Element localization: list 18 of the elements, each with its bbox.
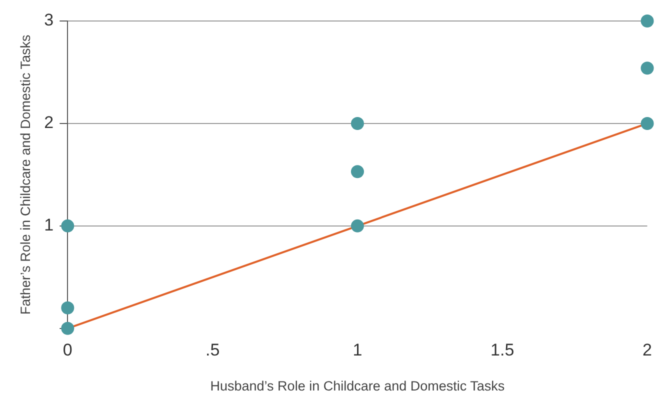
point <box>640 14 654 28</box>
point <box>640 62 654 75</box>
x-tick-label: 2 <box>642 340 652 360</box>
x-axis-title: Husband’s Role in Childcare and Domestic Tasks <box>210 378 505 394</box>
x-tick-label: 1.5 <box>490 340 514 360</box>
point <box>350 116 364 130</box>
y-axis-title: Father’s Role in Childcare and Domestic Tasks <box>18 34 33 315</box>
y-tick-label: 2 <box>44 113 54 132</box>
y-tick-label: 3 <box>44 10 54 30</box>
point <box>350 165 364 178</box>
x-tick-label: .5 <box>205 340 220 360</box>
point <box>350 219 364 232</box>
x-tick-label: 0 <box>62 340 72 360</box>
point <box>61 301 74 314</box>
x-tick-label: 1 <box>352 340 362 360</box>
point <box>61 219 74 232</box>
y-tick-label: 1 <box>44 216 54 235</box>
point <box>640 116 654 130</box>
